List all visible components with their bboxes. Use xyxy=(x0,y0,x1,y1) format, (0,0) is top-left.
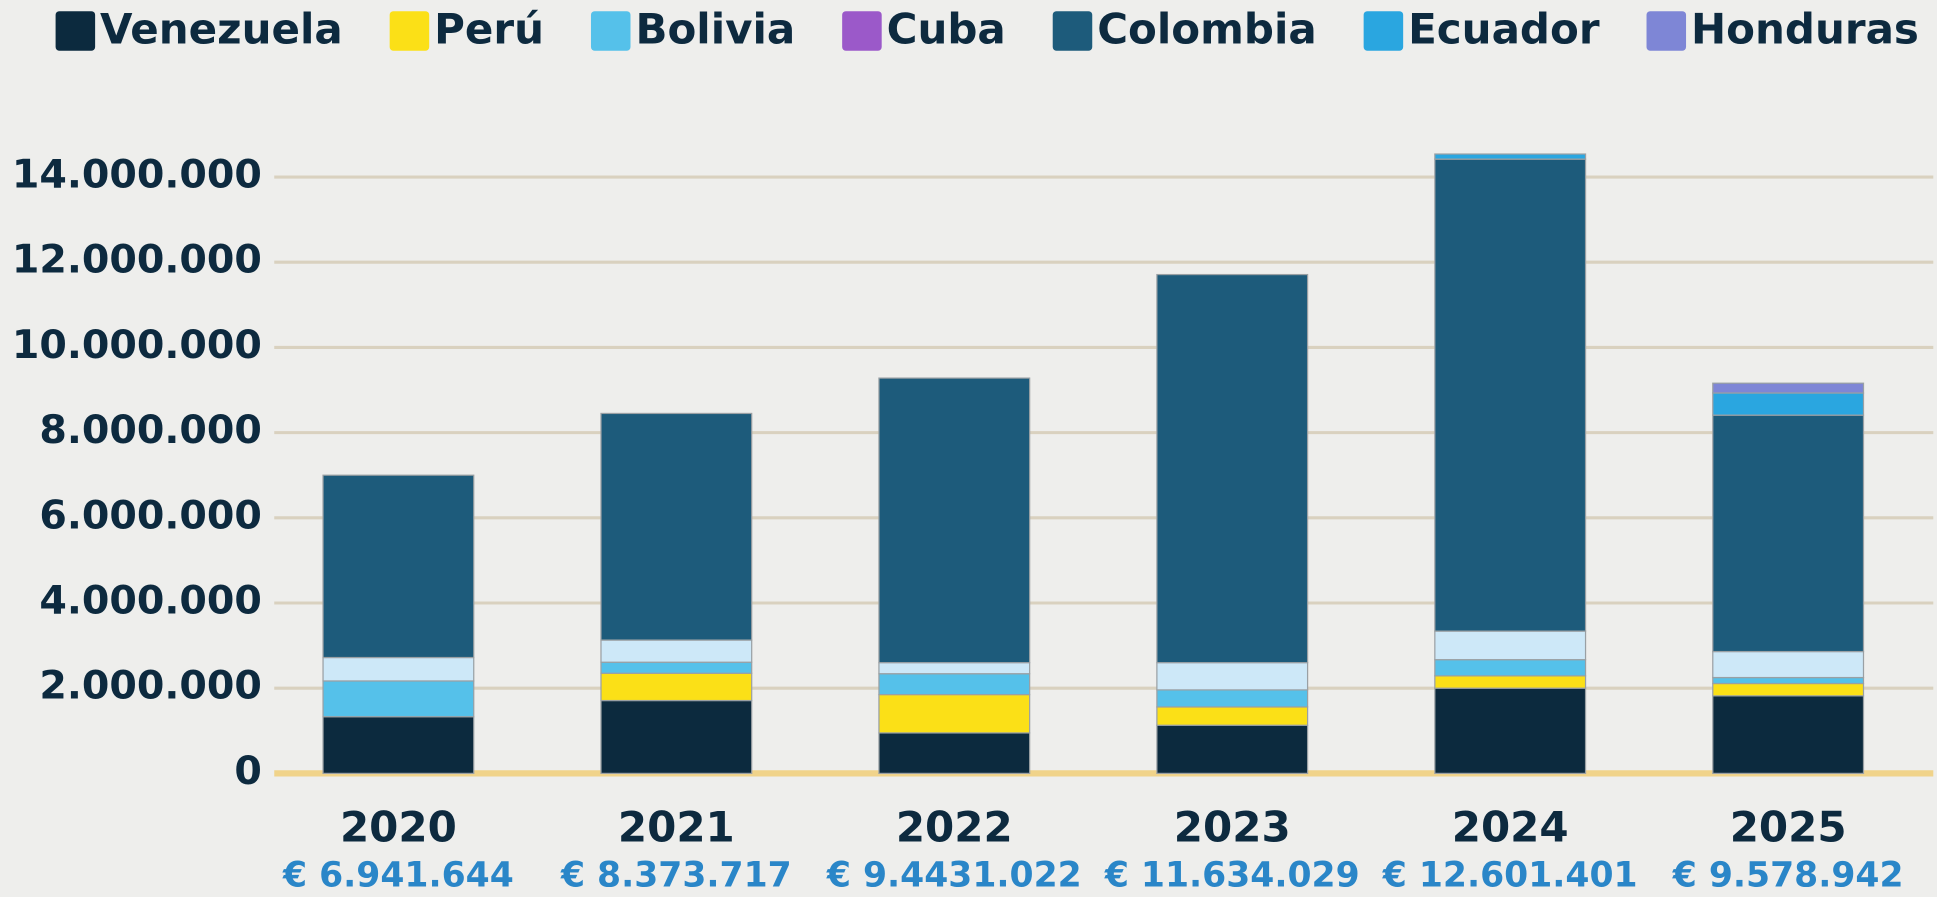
category-total: € 6.941.644 xyxy=(282,856,514,896)
legend-label: Cuba xyxy=(887,5,1006,54)
legend-swatch xyxy=(1646,11,1687,51)
bar-segment xyxy=(600,412,753,641)
bar-segment xyxy=(1156,724,1309,775)
bar-segment xyxy=(1712,414,1865,653)
bar-segment xyxy=(1156,689,1309,708)
category-total: € 9.578.942 xyxy=(1672,856,1904,896)
bar-segment xyxy=(1156,273,1309,664)
y-tick-label: 14.000.000 xyxy=(12,152,262,198)
legend-label: Bolivia xyxy=(635,5,795,54)
category-total: € 9.4431.022 xyxy=(826,856,1082,896)
bar-segment xyxy=(1156,706,1309,726)
bar-segment xyxy=(1434,659,1587,677)
bar-segment xyxy=(878,673,1031,696)
x-tick-label: 2020 xyxy=(340,803,457,852)
bar-segment xyxy=(878,377,1031,664)
bar-segment xyxy=(1712,382,1865,394)
legend-swatch xyxy=(55,11,96,51)
legend-label: Venezuela xyxy=(100,5,343,54)
bar-segment xyxy=(1712,392,1865,416)
bar-segment xyxy=(1712,650,1865,679)
bar-segment xyxy=(1712,682,1865,697)
bar-segment xyxy=(322,656,475,682)
bar-segment xyxy=(322,680,475,718)
bar-segment xyxy=(1712,695,1865,775)
bar-segment xyxy=(600,639,753,663)
x-tick-label: 2022 xyxy=(896,803,1013,852)
y-tick-label: 0 xyxy=(234,748,262,794)
category-total: € 11.634.029 xyxy=(1104,856,1360,896)
legend-swatch xyxy=(1363,11,1404,51)
y-tick-label: 12.000.000 xyxy=(12,237,262,283)
bar-segment xyxy=(1434,687,1587,775)
bar-segment xyxy=(600,672,753,702)
legend-swatch xyxy=(389,11,430,51)
bar-segment xyxy=(322,716,475,775)
bar-segment xyxy=(1434,675,1587,689)
legend-swatch xyxy=(1052,11,1093,51)
legend-label: Colombia xyxy=(1097,5,1317,54)
x-tick-label: 2021 xyxy=(618,803,735,852)
bar-segment xyxy=(1156,662,1309,691)
bar-segment xyxy=(1434,158,1587,632)
y-tick-label: 10.000.000 xyxy=(12,322,262,368)
x-tick-label: 2024 xyxy=(1452,803,1569,852)
bar-segment xyxy=(600,699,753,775)
bar-segment xyxy=(878,693,1031,734)
legend-swatch xyxy=(590,11,631,51)
y-tick-label: 8.000.000 xyxy=(39,407,262,453)
y-tick-label: 4.000.000 xyxy=(39,578,262,624)
category-total: € 12.601.401 xyxy=(1382,856,1638,896)
legend-label: Perú xyxy=(434,5,544,54)
bar-segment xyxy=(1712,676,1865,685)
bar-segment xyxy=(878,732,1031,775)
bar-segment xyxy=(1434,153,1587,160)
x-tick-label: 2025 xyxy=(1730,803,1847,852)
bar-segment xyxy=(600,661,753,674)
bar-segment xyxy=(322,474,475,659)
bar-segment xyxy=(878,662,1031,675)
legend-swatch xyxy=(842,11,882,51)
y-tick-label: 6.000.000 xyxy=(39,492,262,538)
legend-label: Honduras xyxy=(1691,5,1919,54)
y-tick-label: 2.000.000 xyxy=(39,663,262,709)
category-total: € 8.373.717 xyxy=(560,856,792,896)
x-tick-label: 2023 xyxy=(1174,803,1291,852)
bar-segment xyxy=(1434,630,1587,661)
legend-label: Ecuador xyxy=(1408,5,1600,54)
